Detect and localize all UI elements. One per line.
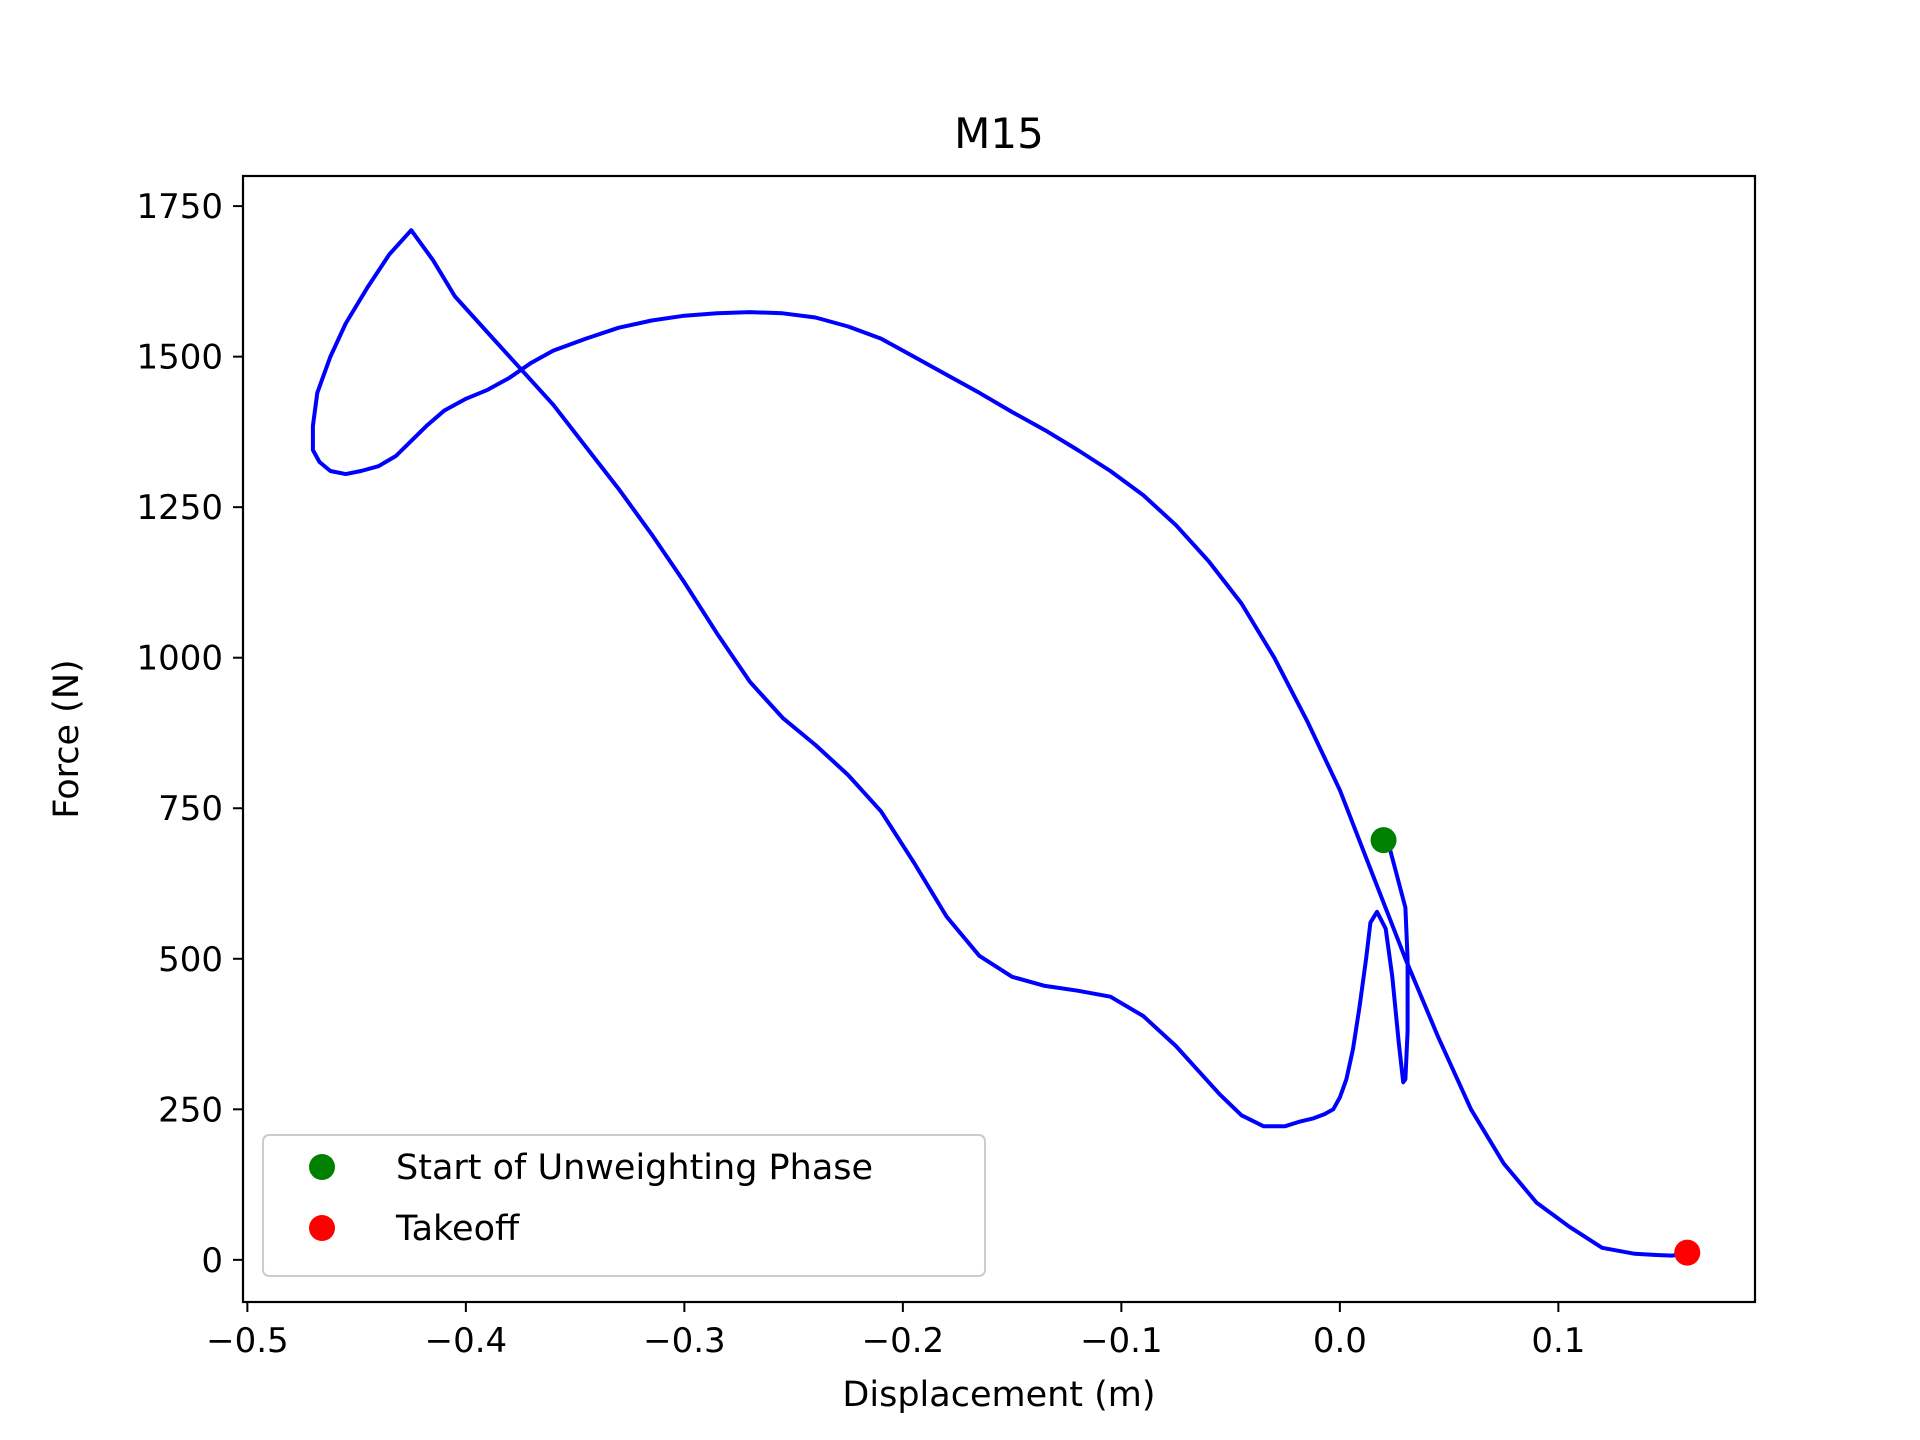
x-axis-label: Displacement (m) [842,1375,1155,1415]
legend: Start of Unweighting Phase Takeoff [262,1134,986,1277]
x-tick-label: −0.3 [643,1321,726,1361]
y-tick-label: 1500 [136,338,223,378]
series-line-0 [310,228,1688,1258]
y-tick-label: 250 [158,1090,223,1130]
x-tick-label: 0.1 [1531,1321,1585,1361]
legend-box [262,1134,986,1277]
legend-label: Start of Unweighting Phase [396,1148,873,1188]
legend-label: Takeoff [395,1209,520,1249]
plot-area [241,174,1757,1304]
legend-swatch [309,1154,335,1180]
chart-title: M15 [954,109,1044,158]
marker-takeoff [1674,1239,1701,1266]
y-tick-label: 0 [201,1241,223,1281]
legend-swatch [309,1215,335,1241]
y-tick-label: 1250 [136,488,223,528]
y-axis-label: Force (N) [47,659,87,818]
y-tick-label: 1000 [136,639,223,679]
x-tick-label: −0.2 [862,1321,945,1361]
y-axis-ticks: 0 250 500 750 1000 1250 1500 1750 [136,187,243,1281]
x-tick-label: −0.5 [206,1321,289,1361]
y-tick-label: 1750 [136,187,223,227]
x-tick-label: −0.4 [425,1321,508,1361]
marker-unweighting-start [1370,827,1397,854]
x-axis-ticks: −0.5 −0.4 −0.3 −0.2 −0.1 0.0 0.1 [206,1302,1585,1361]
y-tick-label: 750 [158,789,223,829]
y-tick-label: 500 [158,940,223,980]
x-tick-label: 0.0 [1313,1321,1367,1361]
axes-frame [241,174,1757,1304]
x-tick-label: −0.1 [1080,1321,1163,1361]
